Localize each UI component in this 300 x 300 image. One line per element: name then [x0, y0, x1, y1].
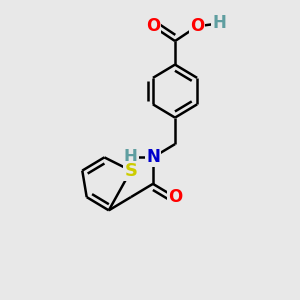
Text: H: H — [124, 148, 138, 166]
Text: N: N — [146, 148, 160, 166]
Text: H: H — [212, 14, 226, 32]
Text: O: O — [146, 17, 160, 35]
Text: O: O — [168, 188, 182, 206]
Text: O: O — [190, 17, 204, 35]
Text: S: S — [124, 162, 137, 180]
